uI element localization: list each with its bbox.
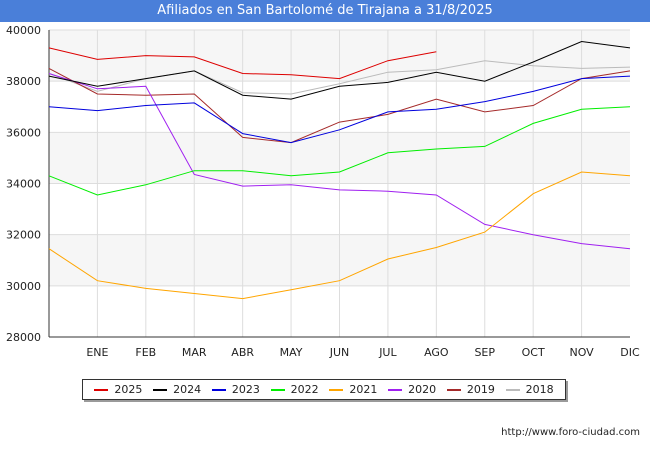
legend-item-2019: 2019 <box>446 383 495 396</box>
series-line-2025 <box>48 47 437 80</box>
x-tick-label: FEB <box>135 346 156 359</box>
legend-label: 2018 <box>525 383 554 396</box>
legend-label: 2021 <box>349 383 378 396</box>
legend-item-2023: 2023 <box>211 383 260 396</box>
series-line-2021 <box>48 171 631 300</box>
legend-swatch <box>446 388 461 391</box>
legend-swatch <box>153 388 168 391</box>
legend-item-2024: 2024 <box>153 383 201 396</box>
x-tick-label: AGO <box>424 346 449 359</box>
chart-title: Afiliados en San Bartolomé de Tirajana a… <box>0 0 650 22</box>
x-tick-label: OCT <box>522 346 545 359</box>
chart-legend: 2025 2024 2023 2022 2021 2020 2019 2018 <box>82 379 566 400</box>
x-tick-label: MAR <box>182 346 207 359</box>
y-tick-label: 30000 <box>6 280 41 293</box>
legend-swatch <box>505 388 520 391</box>
x-tick-label: ABR <box>231 346 254 359</box>
y-tick-label: 34000 <box>6 178 41 191</box>
series-line-2020 <box>48 73 631 250</box>
legend-item-2020: 2020 <box>388 383 436 396</box>
legend-swatch <box>329 388 344 391</box>
x-tick-label: JUL <box>378 346 397 359</box>
source-url[interactable]: http://www.foro-ciudad.com <box>501 427 640 438</box>
series-line-2019 <box>48 67 631 144</box>
x-tick-label: NOV <box>569 346 594 359</box>
x-tick-label: SEP <box>474 346 495 359</box>
y-tick-label: 32000 <box>6 229 41 242</box>
y-tick-label: 36000 <box>6 126 41 139</box>
series-line-2023 <box>48 75 631 144</box>
legend-item-2022: 2022 <box>270 383 319 396</box>
legend-swatch <box>94 388 109 391</box>
x-tick-label: ENE <box>86 346 108 359</box>
x-tick-label: JUN <box>329 346 350 359</box>
legend-label: 2019 <box>466 383 495 396</box>
legend-item-2021: 2021 <box>329 383 377 396</box>
series-line-2022 <box>48 106 631 196</box>
legend-label: 2020 <box>408 383 437 396</box>
legend-label: 2022 <box>290 383 319 396</box>
legend-label: 2024 <box>173 383 202 396</box>
y-tick-label: 28000 <box>6 331 41 344</box>
legend-swatch <box>388 388 403 391</box>
legend-label: 2025 <box>114 383 143 396</box>
legend-label: 2023 <box>231 383 260 396</box>
x-tick-label: MAY <box>280 346 303 359</box>
legend-item-2018: 2018 <box>505 383 554 396</box>
series-line-2024 <box>48 40 631 100</box>
legend-item-2025: 2025 <box>94 383 142 396</box>
x-tick-label: DIC <box>620 346 640 359</box>
y-tick-label: 40000 <box>6 24 41 37</box>
legend-swatch <box>270 388 285 391</box>
y-tick-label: 38000 <box>6 75 41 88</box>
legend-swatch <box>211 388 226 391</box>
